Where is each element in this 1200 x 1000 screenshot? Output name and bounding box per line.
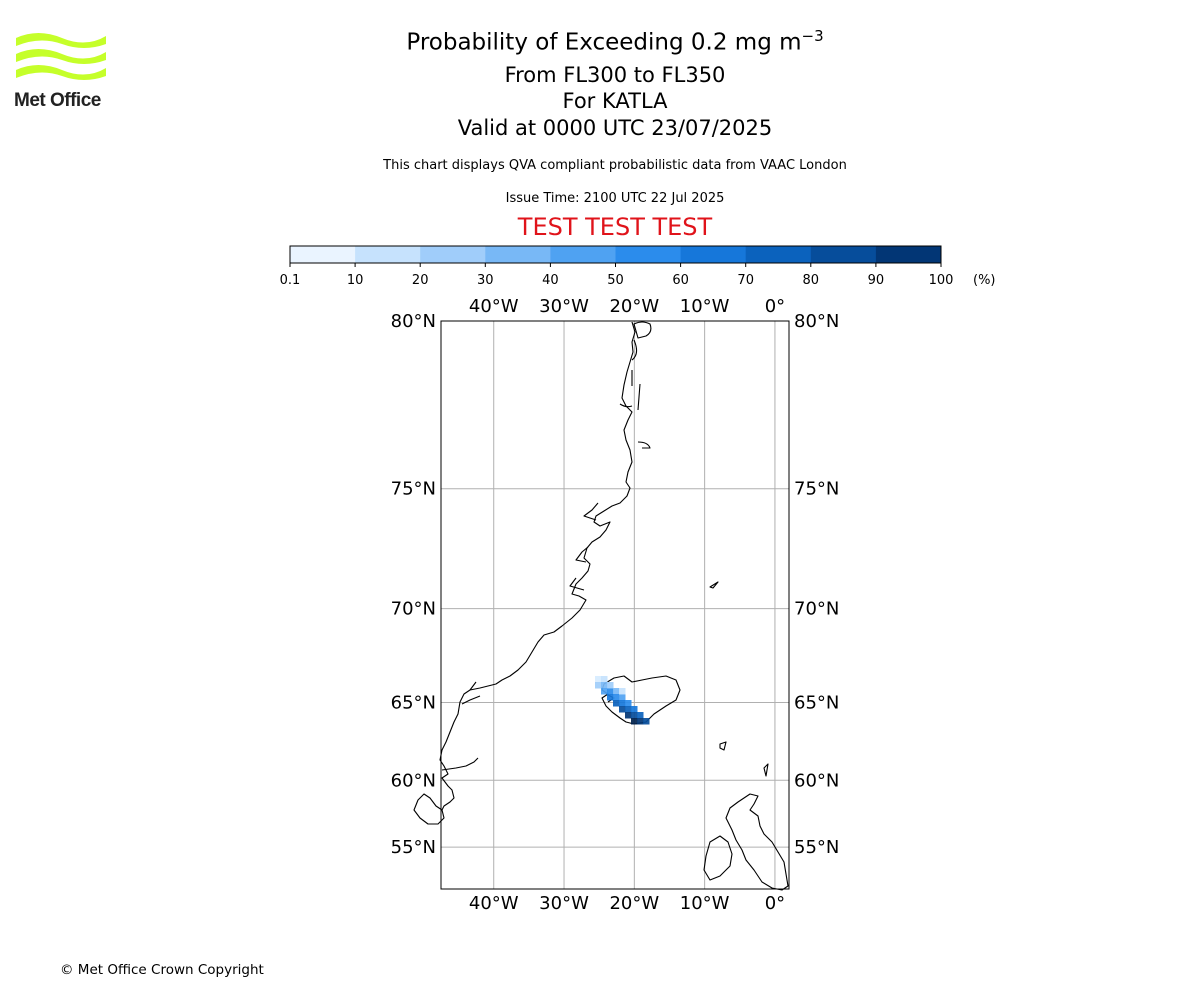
lon-label-bottom: 10°W (680, 893, 730, 914)
lat-label-right: 65°N (794, 693, 839, 714)
ash-probability-cell (619, 688, 626, 695)
ash-probability-cell (613, 688, 620, 695)
ash-probability-cell (631, 718, 638, 725)
faroe-islands (719, 741, 727, 751)
lat-label-left: 55°N (391, 837, 436, 858)
greenland-south-tip (413, 793, 445, 825)
lon-label-top: 0° (765, 296, 785, 317)
ash-probability-cell (625, 706, 632, 713)
coastlines (413, 321, 789, 891)
copyright: © Met Office Crown Copyright (60, 962, 264, 978)
test-banner: TEST TEST TEST (517, 213, 713, 241)
lon-label-bottom: 0° (765, 893, 785, 914)
colorbar-tick-label: 100 (929, 273, 954, 288)
level-range: From FL300 to FL350 (504, 63, 726, 87)
ash-probability-cell (607, 682, 614, 689)
colorbar-segment (875, 246, 942, 263)
lat-label-right: 80°N (794, 311, 839, 332)
lon-label-top: 40°W (469, 296, 519, 317)
lat-label-left: 75°N (391, 479, 436, 500)
volcano-name: For KATLA (562, 89, 668, 113)
colorbar-segment (355, 246, 421, 263)
colorbar-tick-label: 60 (672, 273, 689, 288)
lon-label-top: 20°W (609, 296, 659, 317)
lat-label-right: 70°N (794, 599, 839, 620)
ash-probability-field (595, 676, 650, 725)
colorbar-segment (680, 246, 747, 263)
lat-label-left: 65°N (391, 693, 436, 714)
colorbar-tick-label: 80 (803, 273, 820, 288)
colorbar-segment (810, 246, 877, 263)
map-frame (440, 320, 790, 890)
ash-probability-cell (625, 712, 632, 719)
lat-label-left: 70°N (391, 599, 436, 620)
ash-probability-cell (613, 700, 620, 707)
logo-text: Met Office (14, 90, 101, 111)
met-office-wave-icon (16, 33, 106, 80)
ash-probability-cell (601, 682, 608, 689)
shetland (763, 763, 769, 777)
colorbar-segment (485, 246, 551, 263)
ireland-coastline (703, 835, 733, 881)
lat-label-right: 60°N (794, 770, 839, 791)
ash-probability-cell (631, 706, 638, 713)
issue-time: Issue Time: 2100 UTC 22 Jul 2025 (505, 191, 725, 206)
lon-label-bottom: 30°W (539, 893, 589, 914)
lon-label-bottom: 40°W (469, 893, 519, 914)
greenland-west-fragment (441, 681, 481, 771)
colorbar: 0.1 10 20 30 40 50 60 70 80 90 100 (%) (280, 245, 996, 288)
lat-label-right: 75°N (794, 479, 839, 500)
colorbar-segment (615, 246, 682, 263)
jan-mayen (709, 581, 719, 589)
greenland-fjords (569, 502, 599, 591)
lon-label-top: 10°W (680, 296, 730, 317)
chart-title-exponent: −3 (801, 27, 824, 45)
data-source-note: This chart displays QVA compliant probab… (383, 158, 847, 173)
britain-coastline (725, 793, 789, 891)
met-office-logo: Met Office (14, 30, 110, 114)
colorbar-tick-label: 40 (542, 273, 559, 288)
ash-probability-cell (619, 706, 626, 713)
ash-probability-cell (631, 712, 638, 719)
axis-labels: 40°W 40°W 30°W 30°W 20°W 20°W 10°W 10°W 0° 0° 80°N… (391, 296, 840, 914)
greenland-coastline (439, 321, 636, 811)
ash-probability-cell (625, 700, 632, 707)
lon-label-bottom: 20°W (609, 893, 659, 914)
colorbar-tick-label: 0.1 (280, 273, 301, 288)
ash-probability-cell (637, 712, 644, 719)
chart-title-text: Probability of Exceeding 0.2 mg m (406, 29, 802, 56)
colorbar-segment (745, 246, 812, 263)
colorbar-segment (420, 246, 486, 263)
greenland-north-islands (619, 321, 652, 449)
ash-probability-cell (607, 688, 614, 695)
ash-probability-cell (619, 700, 626, 707)
colorbar-segment (290, 246, 356, 263)
colorbar-tick-label: 30 (477, 273, 494, 288)
ash-probability-cell (601, 688, 608, 695)
lon-label-top: 30°W (539, 296, 589, 317)
valid-time: Valid at 0000 UTC 23/07/2025 (457, 116, 773, 140)
lat-label-left: 80°N (391, 311, 436, 332)
colorbar-tick-label: 50 (607, 273, 624, 288)
ash-probability-cell (595, 682, 602, 689)
colorbar-tick-label: 70 (737, 273, 754, 288)
graticule (441, 320, 789, 889)
colorbar-tick-label: 90 (868, 273, 885, 288)
chart-title: Probability of Exceeding 0.2 mg m−3 (0, 27, 1200, 56)
ash-probability-cell (595, 676, 602, 683)
ash-probability-cell (637, 718, 644, 725)
ash-probability-cell (619, 694, 626, 701)
colorbar-unit: (%) (973, 273, 996, 288)
map: 40°W 40°W 30°W 30°W 20°W 20°W 10°W 10°W 0° 0° 80°N… (391, 296, 840, 914)
lat-label-right: 55°N (794, 837, 839, 858)
colorbar-tick-label: 20 (412, 273, 429, 288)
colorbar-segment (550, 246, 616, 263)
colorbar-tick-label: 10 (347, 273, 364, 288)
ash-probability-cell (607, 694, 614, 701)
ash-probability-cell (601, 676, 608, 683)
lat-label-left: 60°N (391, 770, 436, 791)
ash-probability-cell (643, 718, 650, 725)
ash-probability-cell (613, 694, 620, 701)
